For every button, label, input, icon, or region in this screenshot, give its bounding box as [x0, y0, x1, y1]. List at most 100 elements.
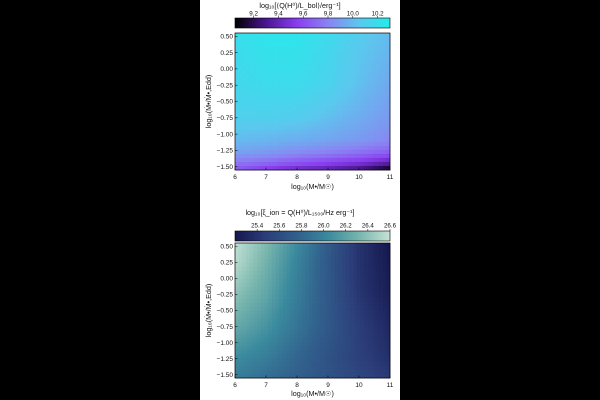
heatmap-cell	[305, 141, 310, 147]
heatmap-cell	[386, 286, 391, 291]
heatmap-cell	[282, 73, 288, 78]
heatmap-cell	[330, 246, 335, 252]
heatmap-cell	[294, 266, 299, 272]
heatmap-cell	[271, 41, 276, 46]
heatmap-cell	[294, 137, 299, 143]
heatmap-cell	[375, 73, 380, 78]
heatmap-cell	[242, 61, 247, 66]
heatmap-cell	[249, 338, 254, 343]
heatmap-cell	[282, 105, 288, 110]
heatmap-cell	[360, 157, 365, 163]
heatmap-cell	[301, 243, 306, 248]
heatmap-cell	[246, 326, 251, 331]
heatmap-cell	[242, 294, 247, 299]
heatmap-cell	[338, 117, 343, 122]
heatmap-cell	[271, 61, 276, 66]
heatmap-cell	[316, 113, 321, 118]
heatmap-cell	[235, 101, 240, 106]
heatmap-cell	[386, 306, 391, 311]
heatmap-cell	[316, 366, 321, 371]
heatmap-cell	[301, 314, 306, 319]
heatmap-cell	[235, 286, 240, 291]
heatmap-cell	[238, 302, 243, 307]
heatmap-cell	[286, 358, 291, 363]
heatmap-cell	[364, 37, 369, 42]
heatmap-cell	[260, 105, 265, 110]
heatmap-cell	[305, 121, 310, 127]
heatmap-cell	[364, 330, 369, 335]
y-tick-label: −0.75	[217, 115, 234, 122]
heatmap-cell	[360, 262, 365, 268]
heatmap-cell	[382, 306, 387, 311]
heatmap-cell	[246, 306, 251, 311]
heatmap-cell	[238, 41, 243, 46]
heatmap-cell	[246, 61, 251, 66]
heatmap-cell	[338, 346, 343, 351]
heatmap-cell	[260, 278, 265, 284]
heatmap-cell	[238, 57, 243, 62]
heatmap-cell	[349, 374, 354, 379]
heatmap-cell	[275, 161, 280, 167]
heatmap-panel-top: log₁₀[⟨Q(H⁰)/L_bol⟩/erg⁻¹] 9.2 9.4 9.6 9.8 1…	[204, 1, 394, 191]
heatmap-cell	[342, 61, 347, 66]
heatmap-cell	[323, 322, 328, 327]
heatmap-cell	[294, 294, 299, 299]
heatmap-cell	[260, 282, 265, 288]
heatmap-cell	[349, 41, 354, 46]
heatmap-cell	[323, 121, 328, 127]
heatmap-cell	[334, 101, 339, 106]
heatmap-cell	[253, 113, 258, 118]
heatmap-cell	[238, 73, 243, 78]
heatmap-cell	[378, 243, 383, 248]
heatmap-cell	[282, 310, 288, 315]
heatmap-cell	[294, 125, 299, 131]
heatmap-cell	[275, 77, 280, 82]
heatmap-cell	[312, 290, 317, 295]
heatmap-cell	[312, 354, 317, 359]
heatmap-cell	[345, 93, 350, 98]
heatmap-cell	[275, 354, 280, 359]
heatmap-cell	[378, 362, 383, 367]
heatmap-cell	[279, 246, 284, 252]
heatmap-cell	[238, 97, 243, 102]
heatmap-cell	[249, 278, 254, 284]
heatmap-cell	[345, 374, 350, 379]
heatmap-cell	[356, 141, 361, 147]
heatmap-cell	[268, 61, 273, 66]
heatmap-cell	[353, 33, 358, 38]
heatmap-cell	[375, 262, 380, 268]
heatmap-cell	[323, 73, 328, 78]
heatmap-cell	[367, 77, 372, 82]
heatmap-cell	[375, 61, 380, 66]
heatmap-cell	[286, 246, 291, 252]
heatmap-cell	[323, 53, 328, 58]
colorbar-tick-label: 9.8	[324, 11, 333, 18]
heatmap-cell	[271, 310, 276, 315]
heatmap-cell	[242, 334, 247, 339]
heatmap-cell	[290, 69, 295, 74]
heatmap-cell	[367, 243, 372, 248]
heatmap-cell	[356, 306, 361, 311]
heatmap-cell	[323, 165, 328, 171]
heatmap-cell	[338, 278, 343, 284]
heatmap-cell	[349, 298, 354, 303]
y-tick-label: −0.25	[217, 292, 234, 299]
heatmap-cell	[235, 354, 240, 359]
heatmap-cell	[308, 262, 313, 268]
heatmap-cell	[349, 314, 354, 319]
heatmap-cell	[253, 366, 258, 371]
heatmap-cell	[378, 57, 383, 62]
heatmap-cell	[268, 266, 273, 272]
heatmap-cell	[345, 37, 350, 42]
heatmap-cell	[282, 161, 288, 167]
heatmap-cell	[235, 370, 240, 375]
heatmap-cell	[305, 298, 310, 303]
heatmap-cell	[275, 49, 280, 54]
heatmap-cell	[271, 330, 276, 335]
heatmap-cell	[319, 141, 324, 147]
heatmap-cell	[249, 73, 254, 78]
heatmap-cell	[386, 302, 391, 307]
heatmap-cell	[386, 61, 391, 66]
heatmap-cell	[297, 121, 302, 127]
heatmap-cell	[297, 57, 302, 62]
